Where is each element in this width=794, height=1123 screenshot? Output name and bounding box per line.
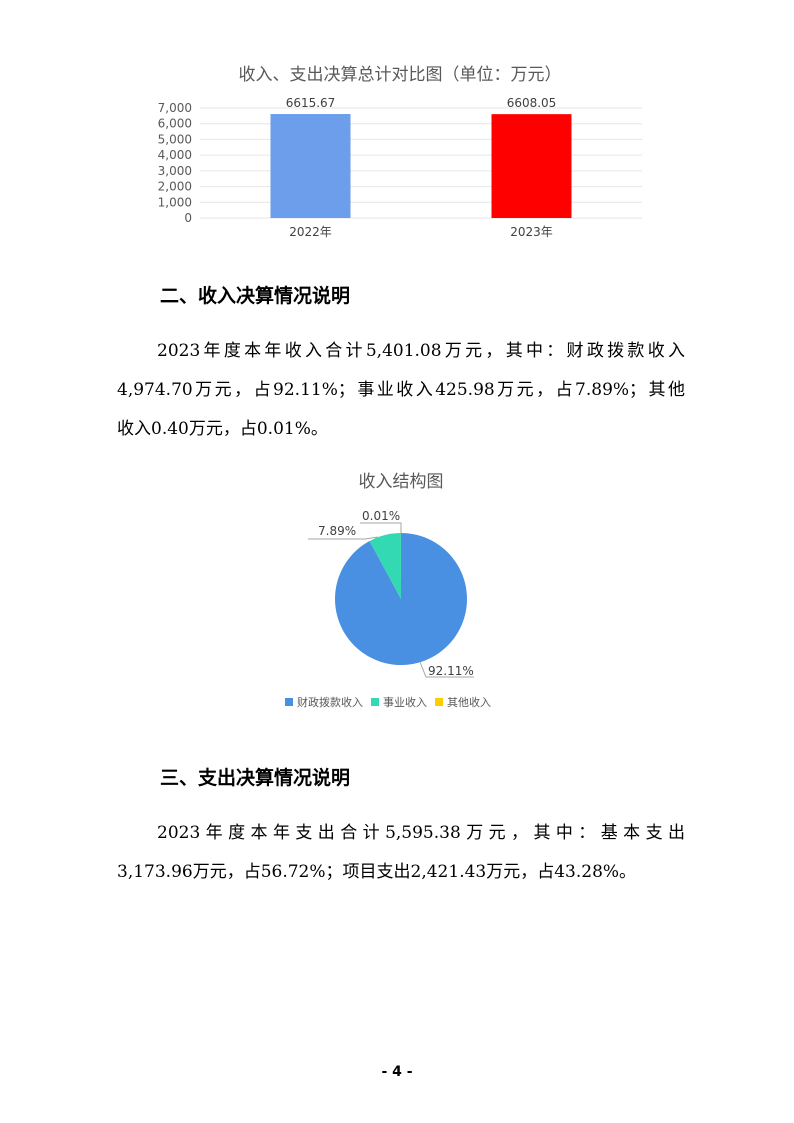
legend-item: 事业收入 [371,694,427,710]
legend-label: 事业收入 [383,696,427,709]
x-tick-label: 2022年 [289,225,332,239]
legend-item: 其他收入 [435,694,491,710]
legend-swatch [435,698,443,706]
y-tick-label: 5,000 [158,132,192,146]
pie-chart: 92.11% 7.89% 0.01% [308,509,474,678]
y-tick-label: 3,000 [158,164,192,178]
page-number: - 4 - [381,1064,413,1080]
text-line: 2023年度本年收入合计5,401.08万元，其中：财政拨款收入 [157,341,685,361]
y-tick-label: 0 [184,211,192,225]
income-paragraph: 2023年度本年收入合计5,401.08万元，其中：财政拨款收入 4,974.7… [117,332,685,449]
text-line: 收入0.40万元，占0.01%。 [117,419,328,439]
expense-paragraph: 2023年度本年支出合计5,595.38万元，其中：基本支出 3,173.96万… [117,814,685,892]
bar-chart-title: 收入、支出决算总计对比图（单位：万元） [238,65,562,85]
legend-label: 其他收入 [447,696,491,709]
data-label: 6608.05 [507,96,557,110]
text-line: 4,974.70万元，占92.11%；事业收入425.98万元，占7.89%；其… [117,380,685,400]
text-line: 3,173.96万元，占56.72%；项目支出2,421.43万元，占43.28… [117,862,637,882]
y-tick-label: 1,000 [158,195,192,209]
legend-label: 财政拨款收入 [297,696,363,709]
pie-label: 92.11% [428,664,474,678]
y-tick-label: 7,000 [158,101,192,115]
pie-label: 0.01% [362,509,400,523]
pie-legend: 财政拨款收入 事业收入 其他收入 [285,694,491,710]
section-heading-expense: 三、支出决算情况说明 [160,767,351,789]
leader-line [360,522,402,533]
bar [491,114,572,218]
y-tick-label: 6,000 [158,117,192,131]
legend-swatch [285,698,293,706]
legend-swatch [371,698,379,706]
leader-line [308,536,379,540]
y-tick-label: 2,000 [158,180,192,194]
x-tick-label: 2023年 [510,225,553,239]
pie-label: 7.89% [318,524,356,538]
legend-item: 财政拨款收入 [285,694,363,710]
pie-chart-title: 收入结构图 [358,472,444,492]
text-line: 2023年度本年支出合计5,595.38万元，其中：基本支出 [157,823,685,843]
pie-slice [369,533,401,599]
leader-line [419,661,474,678]
y-tick-label: 4,000 [158,148,192,162]
data-label: 6615.67 [286,96,336,110]
section-heading-income: 二、收入决算情况说明 [160,285,351,307]
bar [270,114,351,218]
